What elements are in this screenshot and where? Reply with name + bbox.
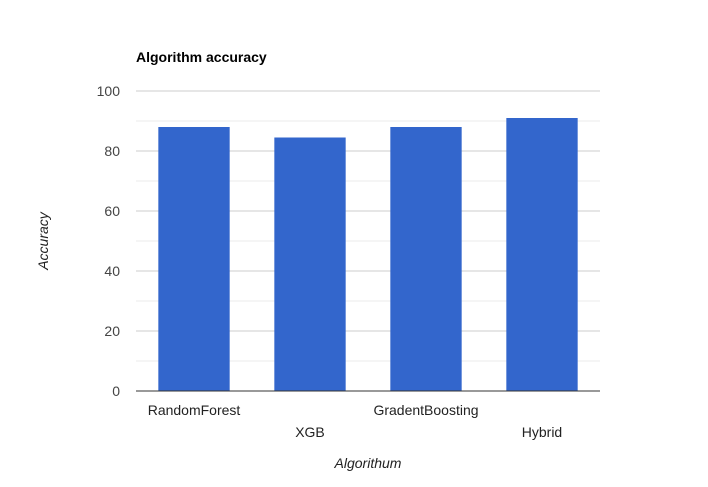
y-tick-label: 20	[104, 323, 120, 339]
bar-randomforest[interactable]	[158, 127, 230, 391]
x-tick-label: XGB	[295, 424, 325, 440]
x-tick-label: Hybrid	[522, 424, 562, 440]
y-tick-label: 0	[112, 383, 120, 399]
y-tick-label: 60	[104, 203, 120, 219]
bars	[158, 118, 578, 392]
y-axis-title: Accuracy	[35, 211, 51, 271]
x-axis-title: Algorithum	[334, 455, 402, 471]
y-tick-label: 40	[104, 263, 120, 279]
y-axis-ticks: 0 20 40 60 80 100	[97, 83, 121, 399]
y-tick-label: 100	[97, 83, 121, 99]
bar-xgb[interactable]	[274, 137, 346, 392]
y-tick-label: 80	[104, 143, 120, 159]
bar-hybrid[interactable]	[506, 118, 578, 391]
chart-title: Algorithm accuracy	[136, 49, 267, 65]
x-tick-label: GradentBoosting	[373, 402, 478, 418]
bar-gradentboosting[interactable]	[390, 127, 462, 391]
x-tick-label: RandomForest	[148, 402, 241, 418]
x-axis-ticks: RandomForest XGB GradentBoosting Hybrid	[148, 402, 563, 440]
